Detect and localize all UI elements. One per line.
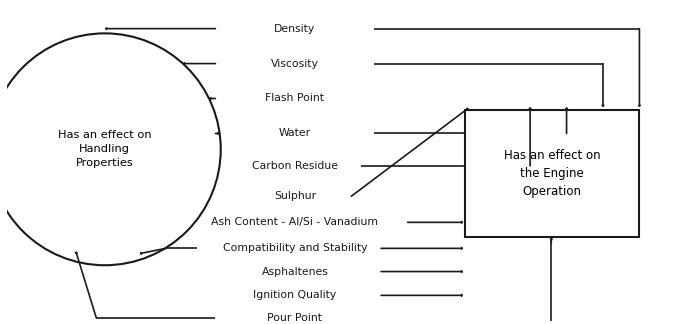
Text: Pour Point: Pour Point [268, 313, 322, 323]
Text: Has an effect on
Handling
Properties: Has an effect on Handling Properties [58, 130, 151, 168]
Text: Asphaltenes: Asphaltenes [262, 267, 329, 277]
Text: Density: Density [274, 24, 316, 34]
Text: Sulphur: Sulphur [274, 191, 316, 201]
Text: Flash Point: Flash Point [266, 94, 324, 103]
Ellipse shape [0, 33, 221, 265]
Text: Compatibility and Stability: Compatibility and Stability [222, 243, 367, 253]
Text: Water: Water [279, 128, 311, 138]
Text: Has an effect on
the Engine
Operation: Has an effect on the Engine Operation [504, 149, 600, 198]
Bar [465, 110, 639, 237]
Text: Ignition Quality: Ignition Quality [254, 290, 337, 300]
Text: Carbon Residue: Carbon Residue [252, 161, 338, 171]
Text: Viscosity: Viscosity [271, 59, 319, 69]
Text: Ash Content - Al/Si - Vanadium: Ash Content - Al/Si - Vanadium [212, 217, 379, 227]
